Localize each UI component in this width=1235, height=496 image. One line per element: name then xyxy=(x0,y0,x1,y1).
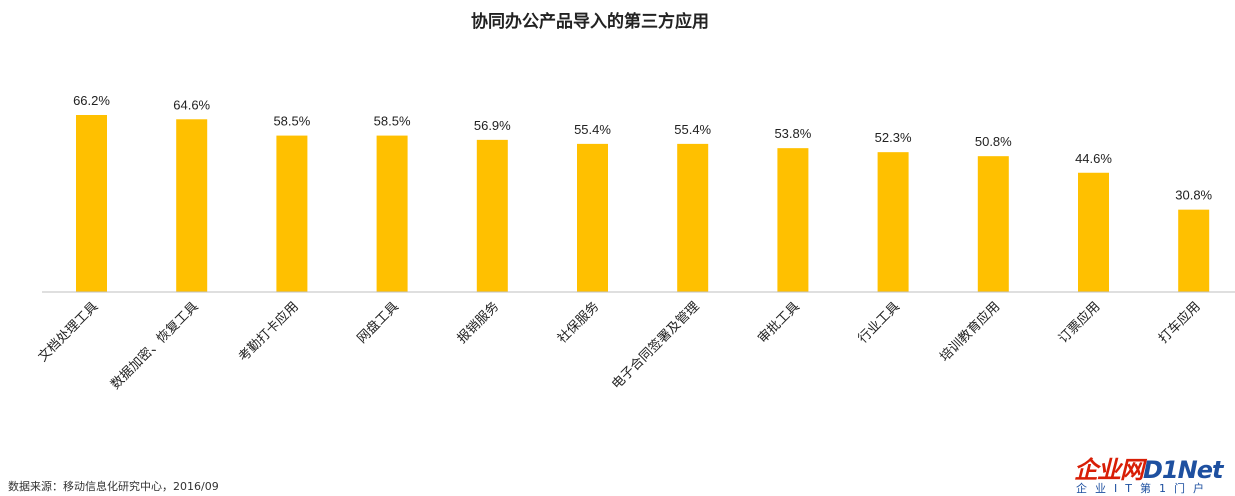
category-label-10: 培训教育应用 xyxy=(937,299,1003,365)
bar-5 xyxy=(476,139,508,292)
category-label-3: 考勤打卡应用 xyxy=(235,299,301,365)
data-label-4: 58.5% xyxy=(374,114,411,129)
data-label-6: 55.4% xyxy=(574,122,611,137)
category-label-12: 打车应用 xyxy=(1155,299,1202,346)
category-labels-layer: 文档处理工具 数据加密、恢复工具 考勤打卡应用 网盘工具 报销服务 社保服务 电子合同签署及… xyxy=(35,299,1203,392)
data-label-8: 53.8% xyxy=(774,126,811,141)
data-label-10: 50.8% xyxy=(975,134,1012,149)
category-label-2: 数据加密、恢复工具 xyxy=(107,299,200,392)
category-label-7: 电子合同签署及管理 xyxy=(608,299,701,392)
bar-10 xyxy=(977,156,1009,292)
logo-mark: 企业网D1Net xyxy=(1074,456,1223,484)
category-label-4: 网盘工具 xyxy=(354,299,401,346)
d1net-logo: 企业网D1Net 企业IT第1门户 xyxy=(1074,450,1234,495)
data-label-2: 64.6% xyxy=(173,97,210,112)
labels-layer: 66.2% 64.6% 58.5% 58.5% 56.9% 55.4% 55.4% 53.8%… xyxy=(73,93,1213,203)
bar-6 xyxy=(577,143,608,292)
chart-title: 协同办公产品导入的第三方应用 xyxy=(471,11,709,31)
bar-9 xyxy=(877,152,909,292)
category-label-11: 订票应用 xyxy=(1055,299,1102,346)
category-label-8: 审批工具 xyxy=(755,299,802,346)
category-label-6: 社保服务 xyxy=(554,299,601,346)
data-label-9: 52.3% xyxy=(875,130,912,145)
category-label-5: 报销服务 xyxy=(454,299,501,346)
data-label-3: 58.5% xyxy=(273,114,310,129)
data-label-7: 55.4% xyxy=(674,122,711,137)
data-label-5: 56.9% xyxy=(474,118,511,133)
bar-12 xyxy=(1178,209,1210,292)
category-label-1: 文档处理工具 xyxy=(35,299,101,365)
logo-tagline: 企业IT第1门户 xyxy=(1076,482,1212,495)
bar-7 xyxy=(677,143,709,292)
data-source-note: 数据来源：移动信息化研究中心，2016/09 xyxy=(8,480,219,493)
data-label-12: 30.8% xyxy=(1175,188,1212,203)
data-label-1: 66.2% xyxy=(73,93,110,108)
bar-3 xyxy=(276,135,308,292)
bar-8 xyxy=(777,148,809,292)
bar-1 xyxy=(76,115,107,292)
category-label-9: 行业工具 xyxy=(855,299,902,346)
bar-4 xyxy=(376,135,408,292)
bar-2 xyxy=(176,119,208,292)
data-label-11: 44.6% xyxy=(1075,151,1112,166)
bars-layer xyxy=(76,115,1210,292)
bar-11 xyxy=(1078,172,1109,292)
